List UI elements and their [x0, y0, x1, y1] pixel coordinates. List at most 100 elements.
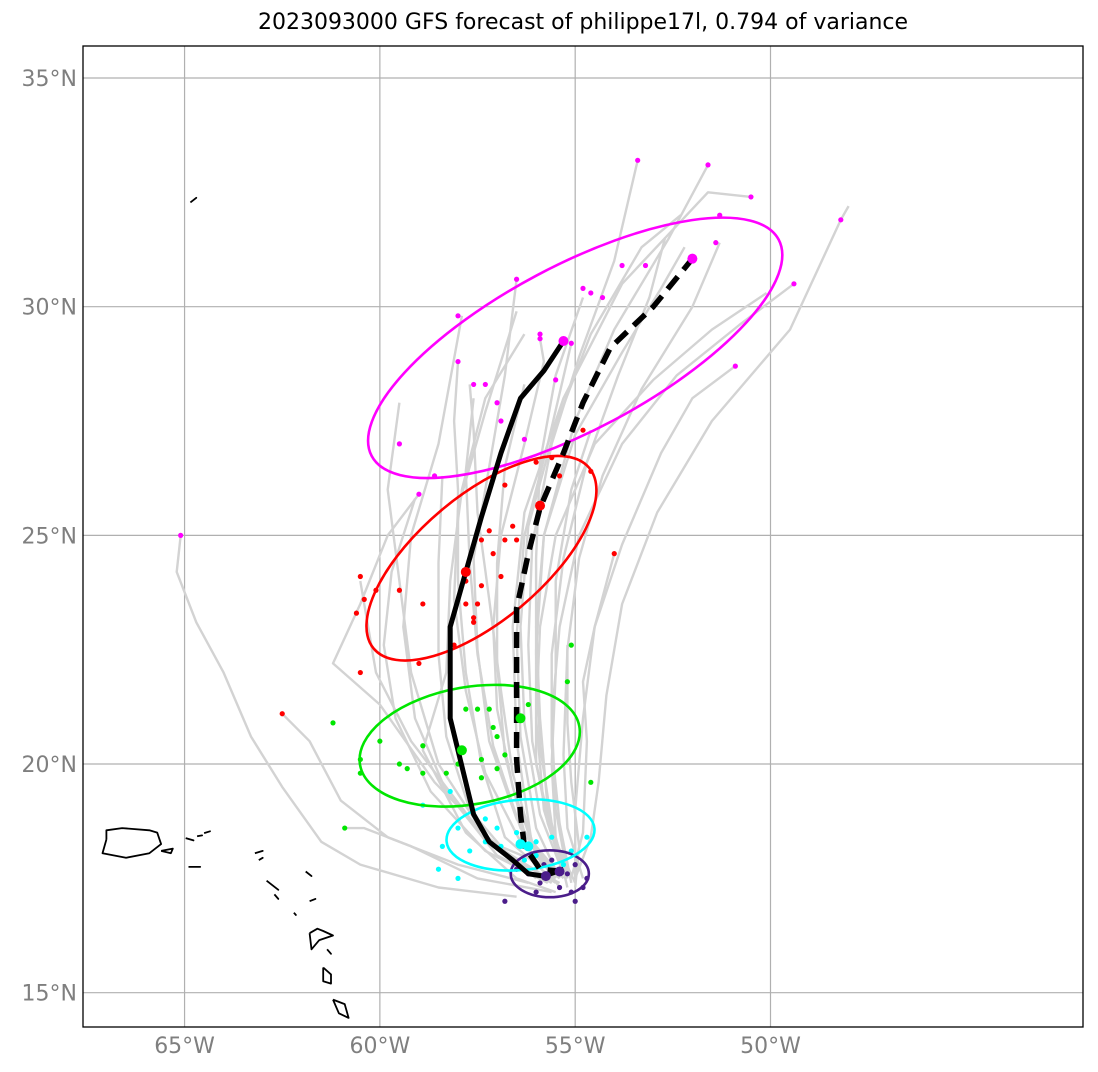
member-position	[537, 336, 543, 342]
member-position	[420, 601, 426, 607]
member-position	[611, 551, 617, 557]
member-position	[471, 381, 477, 388]
lat-tick-label: 25°N	[22, 524, 77, 549]
member-position	[564, 871, 570, 877]
ensemble-track	[550, 282, 795, 875]
lat-tick-label: 35°N	[22, 67, 77, 92]
member-position	[568, 848, 574, 854]
ensemble-track	[281, 712, 529, 885]
dashed-track-marker	[554, 866, 565, 877]
uncertainty-ellipse	[509, 849, 591, 899]
member-position	[474, 601, 481, 607]
ensemble-track	[511, 191, 752, 889]
member-position	[599, 294, 606, 301]
member-position	[549, 857, 555, 863]
member-position	[556, 884, 563, 891]
ensemble-track	[344, 826, 552, 894]
member-position	[521, 857, 528, 863]
ensemble-track	[574, 205, 850, 879]
member-position	[580, 285, 586, 291]
member-position	[490, 724, 496, 731]
coastline	[266, 879, 280, 891]
mean-track-marker	[540, 871, 551, 882]
dashed-track-marker	[515, 713, 526, 724]
member-position	[330, 720, 336, 726]
member-position	[357, 573, 363, 580]
member-position	[513, 830, 520, 836]
member-position	[838, 217, 844, 223]
uncertainty-ellipse	[366, 216, 784, 480]
mean-track-marker	[460, 566, 471, 577]
mean-track-marker	[456, 745, 467, 756]
member-position	[416, 660, 422, 667]
member-position	[478, 756, 485, 763]
member-position	[513, 276, 520, 282]
ensemble-track	[534, 292, 768, 875]
member-position	[564, 679, 570, 685]
member-position	[439, 843, 445, 849]
member-position	[498, 573, 504, 580]
dashed-track-marker	[535, 500, 546, 511]
ensemble-track	[534, 297, 585, 879]
member-position	[748, 194, 754, 200]
member-position	[486, 706, 492, 712]
member-position	[584, 834, 590, 840]
coastline	[326, 948, 332, 955]
map-title: 2023093000 GFS forecast of philippe17l, …	[257, 10, 909, 35]
member-position	[537, 331, 543, 337]
ensemble-track	[574, 365, 737, 879]
member-position	[572, 898, 578, 904]
coastline	[254, 850, 264, 855]
member-position	[533, 459, 539, 465]
mean-track-marker	[558, 335, 569, 346]
member-position	[732, 363, 738, 369]
ensemble-track	[566, 645, 581, 888]
lon-tick-label: 65°W	[154, 1034, 215, 1059]
member-position	[377, 738, 383, 744]
ensemble-track	[464, 398, 557, 880]
member-position	[498, 418, 504, 424]
coastline	[309, 898, 317, 903]
lon-tick-label: 55°W	[545, 1034, 606, 1059]
member-position	[463, 601, 469, 607]
member-position	[568, 340, 574, 346]
member-position	[588, 290, 594, 296]
lat-tick-label: 20°N	[22, 753, 77, 778]
member-position	[502, 482, 508, 488]
uncertainty-ellipse	[365, 454, 598, 662]
member-position	[549, 834, 555, 840]
member-position	[455, 313, 461, 319]
member-position	[361, 596, 367, 602]
member-position	[353, 610, 360, 616]
coastline	[322, 966, 332, 985]
member-position	[342, 825, 348, 831]
lat-tick-label: 15°N	[22, 982, 77, 1007]
ensemble-track	[175, 535, 517, 898]
member-position	[713, 240, 719, 246]
coastline	[189, 196, 198, 204]
ensemble-track	[452, 361, 553, 880]
member-position	[443, 770, 449, 776]
member-position	[642, 262, 649, 269]
member-position	[525, 701, 531, 708]
member-position	[588, 779, 594, 785]
map-frame	[82, 45, 1084, 1028]
plot-area	[101, 157, 850, 1019]
member-position	[560, 862, 567, 868]
member-position	[467, 848, 473, 854]
ensemble-track	[382, 498, 549, 884]
member-position	[478, 583, 485, 589]
member-position	[533, 889, 539, 895]
member-position	[556, 473, 563, 479]
member-position	[357, 669, 363, 676]
coastline	[160, 847, 174, 855]
coastline	[305, 870, 313, 877]
member-position	[494, 733, 500, 740]
member-position	[178, 532, 184, 538]
member-position	[482, 816, 488, 822]
uncertainty-ellipse	[358, 683, 582, 808]
member-position	[490, 551, 496, 557]
member-position	[572, 862, 578, 868]
member-position	[455, 875, 461, 881]
member-position	[463, 706, 469, 712]
